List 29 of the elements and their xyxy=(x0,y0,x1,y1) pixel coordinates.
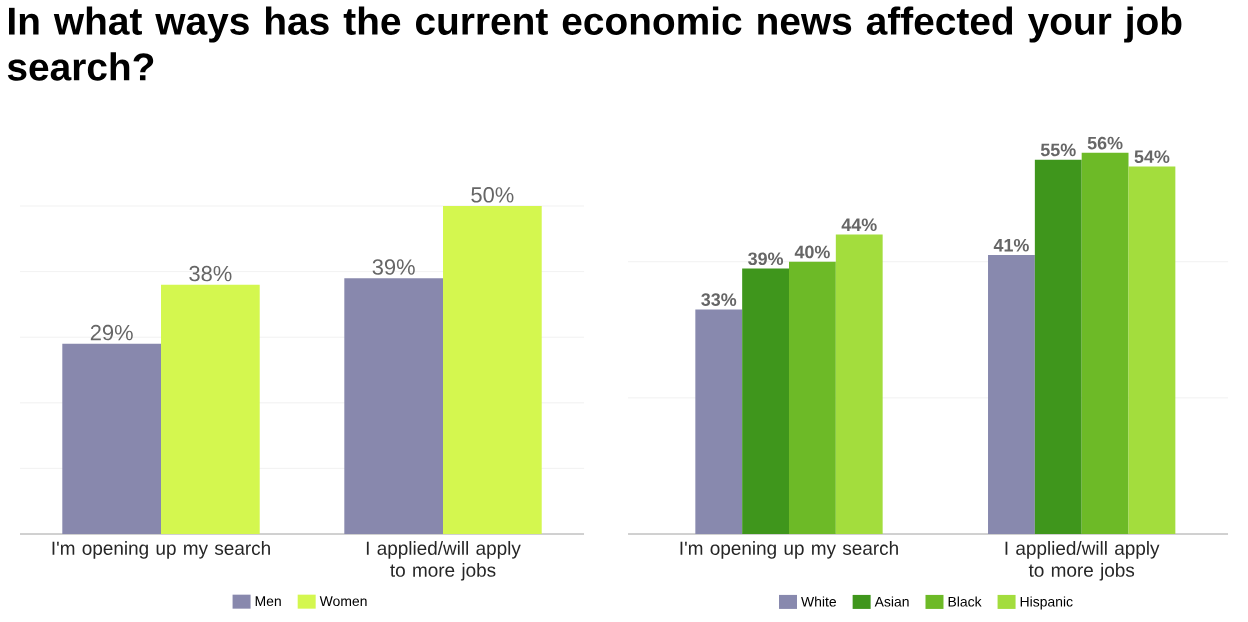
bar xyxy=(344,278,444,534)
data-label: 39% xyxy=(748,252,784,266)
x-tick-label: I applied/will apply to more jobs xyxy=(1005,541,1160,581)
x-tick-label: I'm opening up my search xyxy=(52,541,270,559)
bar xyxy=(161,284,260,534)
bar xyxy=(1034,159,1082,534)
x-tick-label: I applied/will apply to more jobs xyxy=(366,541,521,581)
bar xyxy=(443,206,542,534)
bar xyxy=(695,309,743,534)
data-label: 55% xyxy=(1040,143,1076,157)
bar xyxy=(1081,152,1129,534)
data-label: 41% xyxy=(993,238,1029,252)
data-label: 56% xyxy=(1087,136,1123,150)
bar xyxy=(788,261,836,534)
bar xyxy=(1128,166,1176,534)
x-tick-label: I'm opening up my search xyxy=(680,541,898,559)
bar xyxy=(988,254,1035,534)
data-label: 44% xyxy=(841,218,877,232)
data-label: 33% xyxy=(701,293,737,306)
chart-title: In what ways has the current economic news affected your job search? xyxy=(7,6,1182,81)
bar xyxy=(62,343,162,534)
data-label: 38% xyxy=(189,265,232,282)
data-label: 29% xyxy=(90,324,133,341)
data-label: 50% xyxy=(471,187,514,203)
data-label: 40% xyxy=(794,245,830,259)
bar xyxy=(742,268,789,534)
data-label: 39% xyxy=(372,259,415,275)
bar xyxy=(835,234,883,534)
data-label: 54% xyxy=(1134,150,1170,164)
